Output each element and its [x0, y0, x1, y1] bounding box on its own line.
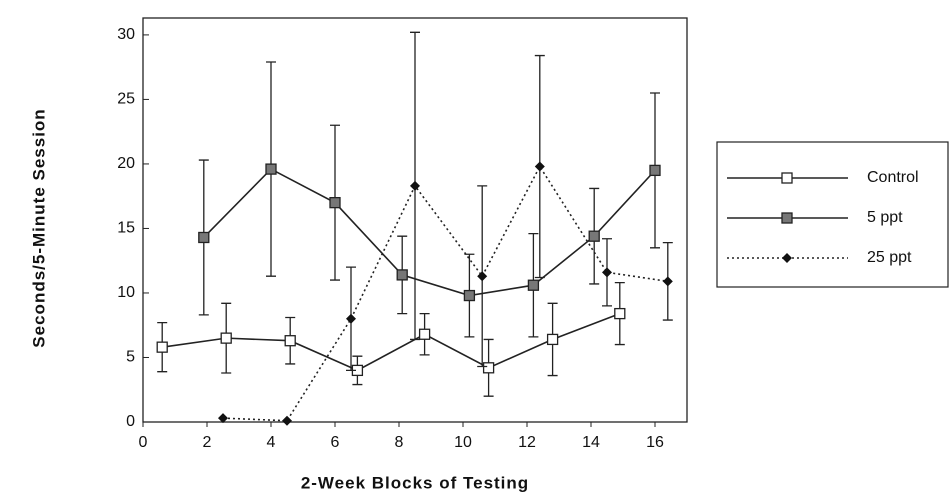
marker [477, 271, 488, 282]
marker [527, 279, 540, 291]
series-line [203, 168, 656, 297]
x-tick-label: 16 [646, 434, 664, 451]
marker [410, 180, 420, 191]
x-tick-label: 2 [203, 434, 212, 451]
y-tick-label: 30 [117, 26, 135, 43]
legend-marker [781, 172, 793, 184]
series-line [222, 164, 668, 422]
y-tick-label: 0 [126, 413, 135, 430]
marker [662, 276, 673, 287]
marker [649, 164, 661, 177]
marker [220, 332, 232, 344]
x-tick-label: 14 [582, 434, 600, 451]
x-tick-label: 8 [395, 434, 404, 451]
legend-marker [781, 212, 793, 224]
y-tick-label: 20 [117, 155, 135, 172]
marker [588, 230, 600, 242]
marker [346, 313, 356, 324]
x-axis-title: 2-Week Blocks of Testing [301, 473, 529, 492]
marker [282, 415, 292, 426]
marker [602, 267, 612, 278]
series-line [162, 312, 621, 372]
marker [418, 328, 431, 340]
marker [198, 231, 210, 244]
x-tick-label: 10 [454, 434, 472, 451]
marker [329, 196, 341, 209]
marker [156, 341, 168, 353]
x-tick-label: 12 [518, 434, 536, 451]
x-tick-label: 4 [267, 434, 276, 451]
marker [534, 161, 545, 172]
marker [218, 413, 228, 424]
marker [396, 269, 408, 281]
x-tick-label: 0 [139, 434, 148, 451]
marker [463, 289, 476, 302]
y-tick-label: 15 [117, 220, 135, 237]
marker [284, 335, 296, 347]
plot-frame [142, 17, 688, 423]
y-axis-title: Seconds/5-Minute Session [29, 108, 48, 347]
marker [546, 333, 559, 346]
marker [265, 163, 277, 175]
marker [614, 307, 626, 320]
legend-marker [782, 253, 792, 263]
x-tick-label: 6 [331, 434, 340, 451]
y-tick-label: 25 [117, 91, 135, 108]
y-tick-label: 10 [117, 284, 135, 301]
legend-label: 25 ppt [867, 249, 912, 266]
y-tick-label: 5 [126, 349, 135, 366]
marker [482, 362, 495, 374]
legend-label: Control [867, 169, 919, 186]
legend-box [716, 141, 949, 288]
legend-label: 5 ppt [867, 209, 903, 226]
